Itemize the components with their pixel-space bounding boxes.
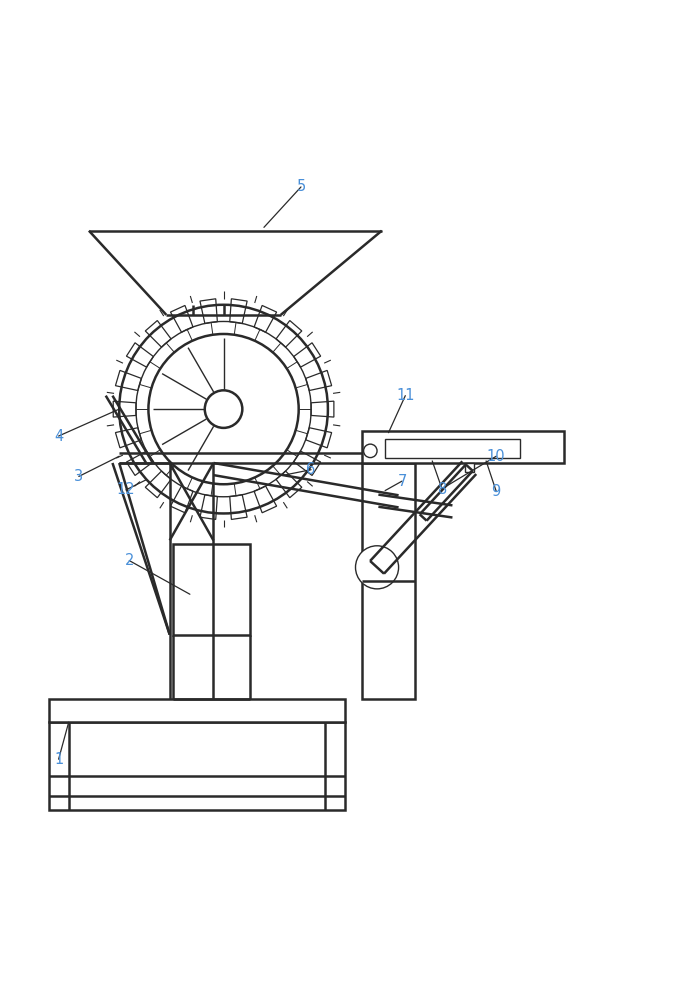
Bar [49,722,345,810]
Text: 3: 3 [74,469,83,484]
Bar [385,439,520,458]
Circle shape [356,546,399,589]
Text: 1: 1 [54,752,64,767]
Text: 12: 12 [117,482,135,497]
Text: 7: 7 [397,474,407,489]
Circle shape [364,444,377,458]
Circle shape [119,305,328,513]
Text: 8: 8 [438,482,447,497]
Circle shape [149,334,299,484]
Text: 5: 5 [296,179,306,194]
Text: 11: 11 [396,388,414,403]
Bar [362,431,564,463]
Bar [173,544,251,635]
Text: 4: 4 [54,429,64,444]
Circle shape [362,553,392,582]
Circle shape [205,390,242,428]
Circle shape [136,321,311,497]
Text: 9: 9 [491,484,501,499]
Bar [362,463,416,699]
Text: 10: 10 [487,449,506,464]
Text: 6: 6 [306,462,316,477]
Text: 2: 2 [124,553,134,568]
Bar [465,463,474,472]
Bar [49,699,345,722]
